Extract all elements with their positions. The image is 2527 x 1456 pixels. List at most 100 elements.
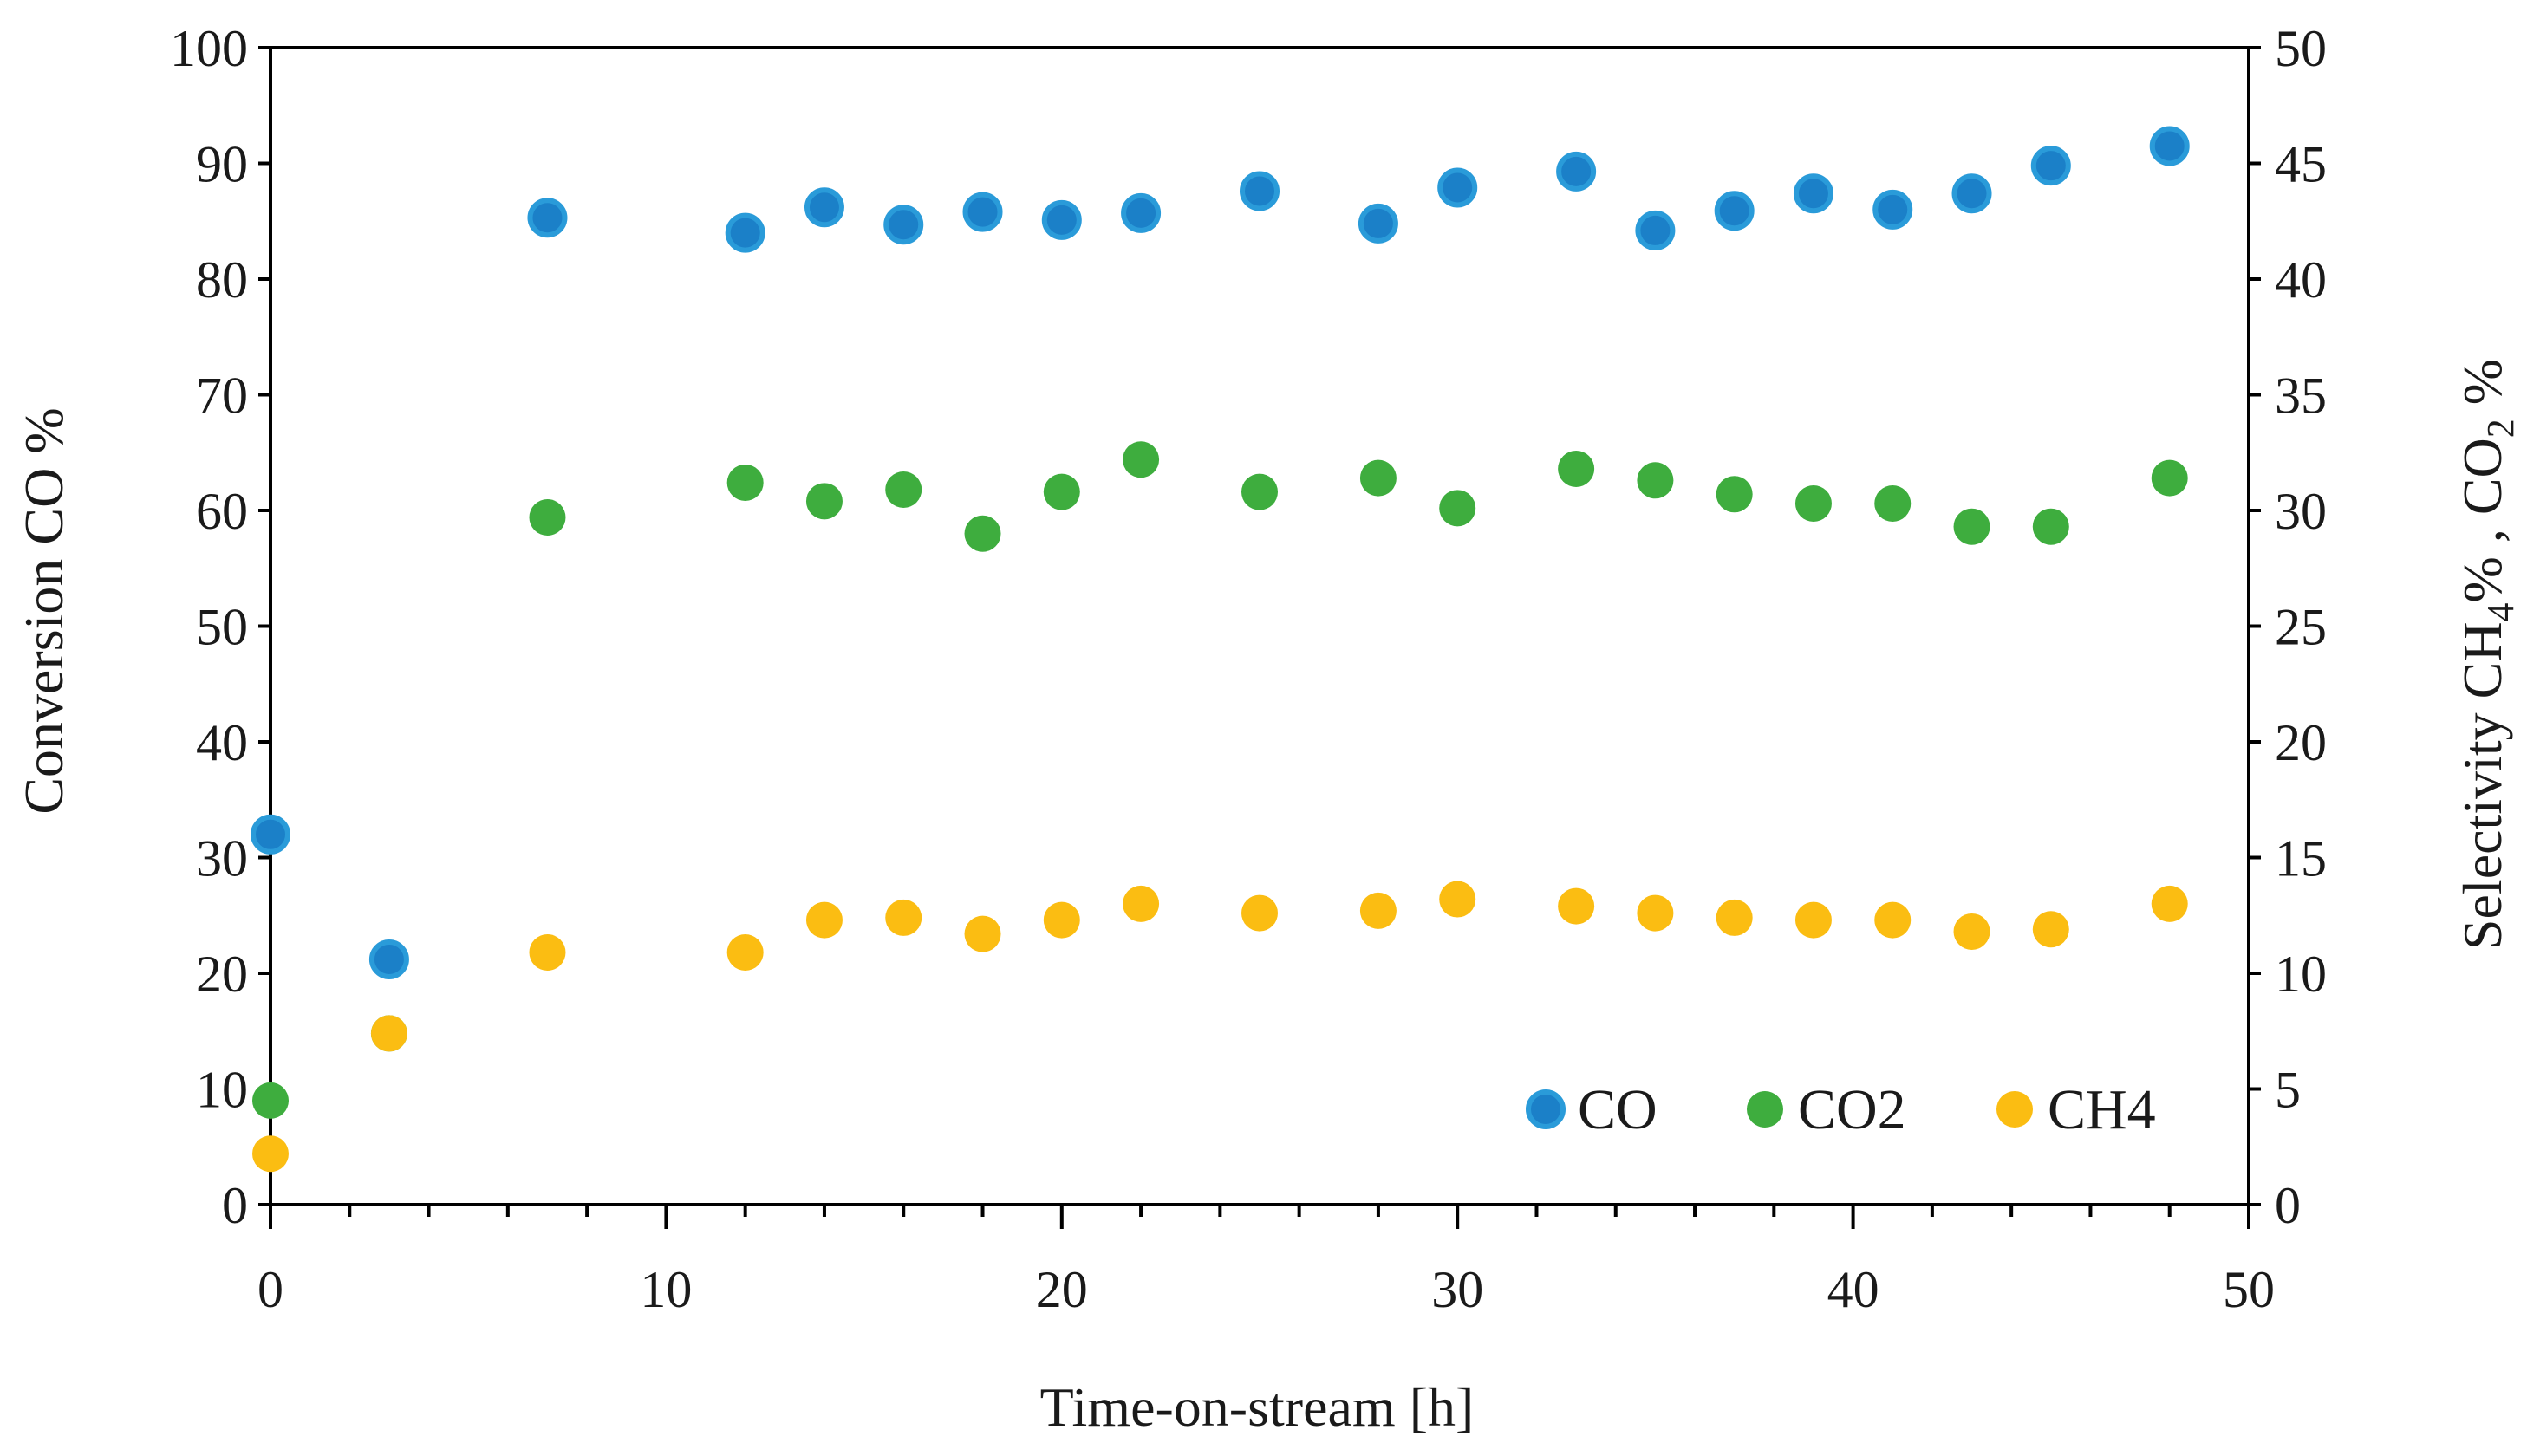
y-tick-label: 60 [196, 483, 248, 540]
point-co [1872, 189, 1913, 230]
point-co2 [1043, 473, 1080, 510]
point-ch4 [1874, 901, 1912, 939]
x-tick-label: 0 [257, 1261, 283, 1318]
point-ch4 [964, 915, 1001, 952]
point-co [368, 939, 409, 979]
y-tick-label: 80 [196, 251, 248, 309]
point-ch4 [1953, 913, 1990, 950]
x-axis-title: Time-on-stream [h] [1040, 1376, 1475, 1438]
y2-title-subscript: 2 [2479, 419, 2522, 438]
point-co2 [2032, 508, 2069, 545]
point-ch4 [1637, 894, 1674, 932]
point-ch4 [2151, 885, 2188, 922]
y-tick-label: 0 [222, 1177, 248, 1234]
legend: CO CO2 CH4 [1526, 1078, 2156, 1141]
point-ch4 [529, 933, 566, 971]
point-co [1714, 191, 1755, 231]
point-co2 [1123, 441, 1160, 478]
point-co [1121, 192, 1162, 233]
point-ch4 [1043, 901, 1080, 939]
y2-tick-label: 35 [2275, 367, 2327, 425]
y2-tick-label: 10 [2275, 946, 2327, 1003]
y2-title-part: % , CO [2452, 438, 2513, 602]
point-co2 [1874, 484, 1912, 522]
y2-tick-label: 25 [2275, 599, 2327, 656]
y2-tick-label: 40 [2275, 251, 2327, 309]
point-co2 [964, 515, 1001, 552]
point-co [1240, 171, 1280, 211]
point-co [725, 212, 765, 253]
y-tick-label: 10 [196, 1062, 248, 1119]
point-co2 [529, 499, 566, 536]
point-ch4 [2032, 911, 2069, 948]
y-tick-label: 100 [170, 20, 248, 77]
point-co [1437, 167, 1478, 208]
point-co2 [1558, 450, 1595, 487]
point-ch4 [370, 1015, 407, 1052]
point-ch4 [1359, 892, 1397, 929]
point-ch4 [1794, 901, 1832, 939]
y2-tick-label: 50 [2275, 20, 2327, 77]
point-co2 [252, 1082, 289, 1119]
point-co2 [2151, 459, 2188, 497]
point-ch4 [1241, 894, 1278, 932]
point-co2 [1716, 476, 1753, 513]
point-co2 [1953, 508, 1990, 545]
plot-frame [269, 46, 2250, 1206]
point-co2 [1241, 473, 1278, 510]
y2-tick-label: 0 [2275, 1177, 2301, 1234]
point-ch4 [1123, 885, 1160, 922]
point-co [251, 814, 290, 855]
point-ch4 [1716, 899, 1753, 936]
point-ch4 [252, 1135, 289, 1173]
x-tick-label: 50 [2223, 1261, 2275, 1318]
point-co2 [1359, 459, 1397, 497]
x-tick-label: 30 [1431, 1261, 1483, 1318]
y-tick-label: 20 [196, 946, 248, 1003]
point-co [2149, 126, 2190, 166]
y2-title-part: % [2452, 359, 2513, 419]
legend-label-co2: CO2 [1798, 1078, 1906, 1141]
y2-axis-title: Selectivity CH4% , CO2 % [2452, 359, 2522, 950]
y-tick-label: 50 [196, 599, 248, 656]
y2-tick-label: 5 [2275, 1062, 2301, 1119]
marks-layer [251, 126, 2190, 1173]
point-co [804, 187, 844, 228]
point-co2 [1794, 484, 1832, 522]
point-co [1635, 210, 1676, 250]
y2-tick-label: 20 [2275, 714, 2327, 771]
legend-marker-ch4 [1996, 1091, 2033, 1128]
legend-label-co: CO [1578, 1078, 1658, 1141]
y-axis-title: Conversion CO % [13, 407, 75, 814]
point-co [1793, 173, 1833, 214]
y2-title-part: Selectivity CH [2452, 621, 2513, 950]
point-co2 [805, 483, 843, 520]
y2-tick-label: 15 [2275, 830, 2327, 887]
point-co [1951, 173, 1992, 214]
y2-title-subscript: 4 [2479, 602, 2522, 621]
y-tick-label: 40 [196, 714, 248, 771]
y-tick-label: 30 [196, 830, 248, 887]
axes-layer: 0102030405060708090100051015202530354045… [170, 20, 2327, 1318]
point-ch4 [885, 899, 922, 936]
point-co [1556, 151, 1597, 192]
point-ch4 [1558, 887, 1595, 925]
point-co [883, 205, 924, 245]
x-tick-label: 10 [640, 1261, 692, 1318]
legend-marker-co [1526, 1089, 1566, 1129]
y2-tick-label: 45 [2275, 136, 2327, 193]
point-co [527, 198, 568, 238]
y-tick-label: 70 [196, 367, 248, 425]
point-ch4 [805, 901, 843, 939]
point-co [962, 192, 1003, 232]
point-ch4 [1439, 881, 1476, 918]
x-tick-label: 40 [1827, 1261, 1879, 1318]
point-co [1041, 199, 1082, 240]
legend-label-ch4: CH4 [2048, 1078, 2156, 1141]
x-tick-label: 20 [1036, 1261, 1088, 1318]
point-co [1358, 203, 1398, 244]
legend-marker-co2 [1747, 1091, 1783, 1128]
y2-tick-label: 30 [2275, 483, 2327, 540]
point-co2 [1439, 490, 1476, 527]
